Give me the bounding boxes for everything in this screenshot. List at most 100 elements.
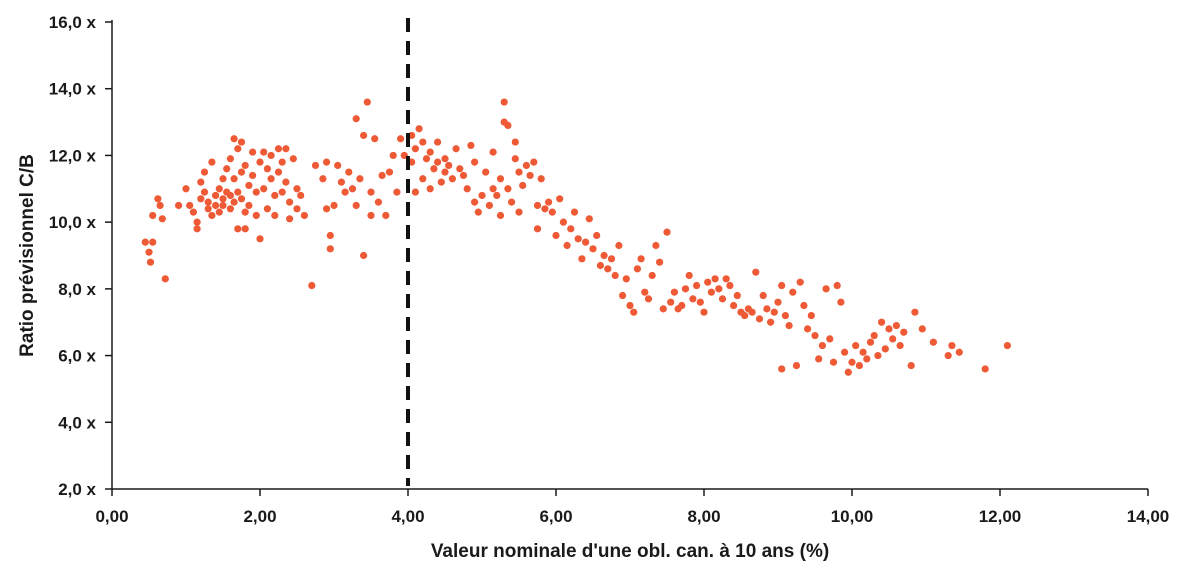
data-point bbox=[585, 215, 593, 223]
data-point bbox=[578, 255, 586, 263]
data-point bbox=[663, 228, 671, 236]
data-point bbox=[237, 195, 246, 203]
data-point bbox=[929, 338, 938, 346]
data-point bbox=[245, 201, 253, 210]
data-point bbox=[385, 168, 394, 176]
data-point bbox=[158, 215, 166, 223]
data-point bbox=[656, 258, 664, 266]
data-point bbox=[267, 175, 275, 183]
data-point bbox=[641, 288, 649, 296]
data-point bbox=[471, 198, 479, 206]
data-point bbox=[319, 175, 327, 183]
data-point bbox=[348, 185, 357, 193]
data-point bbox=[278, 188, 286, 196]
data-point bbox=[778, 365, 786, 373]
data-point bbox=[844, 368, 852, 376]
data-point bbox=[289, 155, 297, 163]
data-point bbox=[889, 335, 897, 343]
data-point bbox=[274, 145, 283, 153]
y-tick-label: 12,0 x bbox=[49, 146, 97, 165]
data-point bbox=[818, 341, 827, 350]
data-point bbox=[267, 151, 275, 160]
data-point bbox=[241, 208, 249, 216]
data-point bbox=[382, 211, 390, 220]
y-tick-label: 10,0 x bbox=[49, 213, 97, 232]
data-point bbox=[741, 311, 749, 320]
data-point bbox=[600, 251, 608, 260]
data-point bbox=[678, 301, 686, 310]
data-point bbox=[182, 185, 190, 193]
data-point bbox=[212, 191, 220, 200]
data-point bbox=[504, 185, 512, 193]
data-point bbox=[286, 215, 294, 223]
data-point bbox=[426, 185, 434, 193]
data-point bbox=[537, 175, 545, 183]
data-point bbox=[530, 158, 538, 166]
data-point bbox=[215, 185, 223, 193]
data-point bbox=[511, 138, 519, 146]
data-point bbox=[659, 305, 667, 313]
data-point bbox=[189, 208, 197, 216]
data-point bbox=[552, 231, 560, 240]
data-point bbox=[230, 175, 238, 183]
data-point bbox=[796, 278, 804, 286]
data-point bbox=[367, 188, 375, 196]
data-point bbox=[800, 301, 808, 310]
data-point bbox=[293, 185, 301, 193]
data-point bbox=[326, 245, 334, 253]
data-point bbox=[441, 168, 449, 176]
data-point bbox=[219, 201, 227, 210]
data-point bbox=[874, 351, 882, 360]
data-point bbox=[467, 141, 475, 150]
y-tick-label: 2,0 x bbox=[58, 480, 96, 499]
data-point bbox=[693, 281, 701, 290]
data-point bbox=[541, 205, 549, 213]
data-point bbox=[866, 338, 875, 346]
data-point bbox=[559, 218, 568, 226]
data-point bbox=[948, 341, 956, 350]
data-point bbox=[711, 275, 719, 283]
data-point bbox=[252, 188, 260, 196]
data-point bbox=[715, 285, 723, 293]
data-point bbox=[146, 258, 155, 266]
data-point bbox=[263, 205, 271, 213]
data-point bbox=[323, 205, 331, 213]
data-point bbox=[789, 288, 797, 296]
data-point bbox=[804, 325, 812, 333]
data-point bbox=[411, 188, 419, 196]
x-tick-label: 6,00 bbox=[539, 507, 572, 526]
data-point bbox=[770, 308, 778, 316]
data-point bbox=[219, 195, 227, 203]
data-point bbox=[230, 198, 238, 206]
data-point bbox=[367, 211, 375, 220]
data-point bbox=[249, 171, 257, 180]
data-point bbox=[878, 318, 886, 326]
data-point bbox=[415, 125, 423, 133]
data-point bbox=[430, 165, 438, 173]
data-point bbox=[570, 208, 579, 216]
data-point bbox=[556, 195, 564, 203]
data-point bbox=[841, 348, 849, 356]
data-point bbox=[293, 205, 301, 213]
data-point bbox=[226, 155, 234, 163]
data-point bbox=[352, 201, 360, 210]
data-point bbox=[271, 191, 279, 200]
data-point bbox=[826, 335, 834, 343]
data-point bbox=[574, 235, 582, 243]
data-point bbox=[360, 251, 368, 260]
data-point bbox=[323, 158, 331, 166]
data-point bbox=[437, 178, 445, 186]
data-point bbox=[249, 148, 257, 156]
data-point bbox=[767, 318, 775, 326]
ticks-layer: 0,00 2,00 4,00 6,00 8,00 10,00 12,00 14,00 2,0 x… bbox=[49, 13, 1170, 526]
data-point bbox=[149, 238, 157, 246]
x-tick-label: 14,00 bbox=[1127, 507, 1170, 526]
data-point bbox=[212, 201, 220, 210]
data-point bbox=[397, 135, 405, 143]
data-point bbox=[237, 168, 246, 176]
data-point bbox=[792, 361, 801, 370]
data-point bbox=[234, 225, 242, 233]
data-point bbox=[496, 175, 505, 183]
data-point bbox=[545, 198, 553, 206]
data-point bbox=[493, 191, 501, 200]
